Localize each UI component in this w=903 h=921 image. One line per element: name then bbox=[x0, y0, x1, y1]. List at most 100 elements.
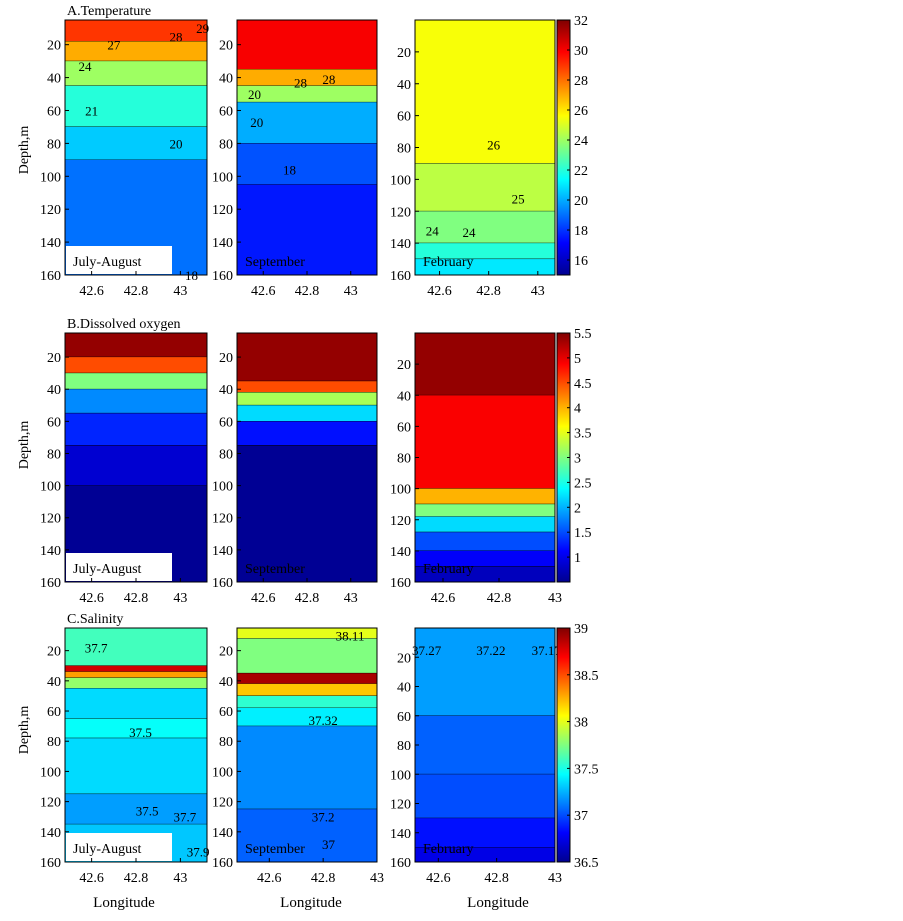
band-dissolved-oxygen-february-0 bbox=[415, 333, 555, 396]
colorbar-dissolved-oxygen: 1 1.5 2 2.5 3 3.5 4 4.5 5 5.5 bbox=[556, 327, 592, 583]
band-dissolved-oxygen-september-5 bbox=[237, 445, 377, 582]
band-salinity-september-7 bbox=[237, 809, 377, 862]
contour-label-temperature-february-3: 24 bbox=[463, 225, 477, 240]
ytick-label-dissolved-oxygen-september-5: 120 bbox=[212, 512, 233, 527]
month-label-salinity-september: September bbox=[245, 842, 305, 857]
xtick-label-temperature-july-august-2: 43 bbox=[173, 284, 187, 299]
contour-label-salinity-july-august-3: 37.7 bbox=[173, 810, 196, 825]
colorbar-salinity: 36.5 37 37.5 38 38.5 39 bbox=[556, 622, 599, 871]
band-salinity-february-1 bbox=[415, 715, 555, 775]
ylabel-temperature: Depth,m bbox=[17, 126, 32, 175]
contour-label-temperature-september-2: 20 bbox=[248, 87, 261, 102]
xtick-label-temperature-february-0: 42.6 bbox=[427, 284, 452, 299]
band-salinity-july-august-1 bbox=[65, 665, 207, 672]
ytick-label-dissolved-oxygen-february-7: 160 bbox=[390, 576, 411, 591]
band-salinity-july-august-4 bbox=[65, 688, 207, 719]
colorbar-label-dissolved-oxygen-6: 4 bbox=[574, 402, 581, 417]
colorbar-label-dissolved-oxygen-0: 1 bbox=[574, 551, 581, 566]
panel-dissolved-oxygen-july-august: July-August 20 40 60 80 100 120 140 160 42.6 42.8 4… bbox=[40, 332, 208, 606]
band-dissolved-oxygen-september-0 bbox=[237, 333, 377, 382]
xtick-label-dissolved-oxygen-july-august-0: 42.6 bbox=[79, 591, 104, 606]
ytick-label-temperature-september-6: 140 bbox=[212, 236, 233, 251]
month-label-temperature-february: February bbox=[423, 255, 474, 270]
band-salinity-september-5 bbox=[237, 708, 377, 727]
band-dissolved-oxygen-july-august-3 bbox=[65, 389, 207, 414]
ytick-label-temperature-july-august-0: 20 bbox=[47, 39, 61, 54]
band-dissolved-oxygen-september-1 bbox=[237, 381, 377, 393]
ytick-label-dissolved-oxygen-july-august-4: 100 bbox=[40, 480, 61, 495]
ytick-label-dissolved-oxygen-february-6: 140 bbox=[390, 545, 411, 560]
ytick-label-salinity-september-7: 160 bbox=[212, 856, 233, 871]
contour-label-temperature-july-august-2: 29 bbox=[196, 21, 209, 36]
panel-temperature-september: 28 28 20 20 18 September 20 40 60 80 100 120 140 160 4… bbox=[212, 19, 378, 299]
band-salinity-july-august-7 bbox=[65, 794, 207, 825]
band-dissolved-oxygen-february-7 bbox=[415, 566, 555, 582]
colorbar-label-salinity-5: 39 bbox=[574, 622, 588, 637]
ytick-label-temperature-september-2: 60 bbox=[219, 104, 233, 119]
xtick-label-salinity-february-0: 42.6 bbox=[426, 871, 451, 886]
month-label-temperature-september: September bbox=[245, 255, 305, 270]
contour-label-temperature-july-august-4: 21 bbox=[85, 103, 98, 118]
contour-label-temperature-february-0: 26 bbox=[487, 137, 501, 152]
band-salinity-september-0 bbox=[237, 628, 377, 639]
ytick-label-dissolved-oxygen-july-august-6: 140 bbox=[40, 544, 61, 559]
ytick-label-temperature-february-0: 20 bbox=[397, 46, 411, 61]
colorbar-label-temperature-1: 18 bbox=[574, 224, 588, 239]
month-label-salinity-july-august: July-August bbox=[73, 842, 142, 857]
band-dissolved-oxygen-july-august-1 bbox=[65, 357, 207, 374]
xtick-label-salinity-september-1: 42.8 bbox=[311, 871, 336, 886]
xlabel-col3: Longitude bbox=[467, 895, 529, 911]
band-temperature-february-0 bbox=[415, 20, 555, 164]
panel-dissolved-oxygen-september: September 20 40 60 80 100 120 140 160 42.6 42.8 43 bbox=[212, 332, 378, 606]
month-box-salinity-july-august bbox=[66, 833, 172, 861]
band-temperature-february-1 bbox=[415, 163, 555, 212]
month-label-dissolved-oxygen-september: September bbox=[245, 562, 305, 577]
ytick-label-dissolved-oxygen-july-august-3: 80 bbox=[47, 447, 61, 462]
ytick-label-temperature-february-2: 60 bbox=[397, 110, 411, 125]
ytick-label-salinity-july-august-6: 140 bbox=[40, 826, 61, 841]
contour-label-temperature-july-august-3: 24 bbox=[78, 59, 92, 74]
xtick-label-temperature-september-1: 42.8 bbox=[295, 284, 320, 299]
ytick-label-dissolved-oxygen-september-2: 60 bbox=[219, 415, 233, 430]
band-temperature-september-5 bbox=[237, 184, 377, 275]
panel-temperature-july-august: 27 28 29 24 21 20 18 July-August 20 40 60 80 100 120 1… bbox=[40, 19, 209, 299]
contour-label-temperature-july-august-6: 18 bbox=[185, 268, 198, 283]
ytick-label-salinity-september-3: 80 bbox=[219, 735, 233, 750]
ytick-label-dissolved-oxygen-september-0: 20 bbox=[219, 351, 233, 366]
band-salinity-september-2 bbox=[237, 673, 377, 684]
ytick-label-temperature-february-1: 40 bbox=[397, 78, 411, 93]
contour-label-temperature-july-august-0: 27 bbox=[107, 38, 121, 53]
contour-label-salinity-july-august-0: 37.7 bbox=[85, 641, 108, 656]
contour-label-salinity-september-1: 37.32 bbox=[309, 713, 338, 728]
band-dissolved-oxygen-february-2 bbox=[415, 488, 555, 505]
ytick-label-salinity-february-4: 100 bbox=[390, 768, 411, 783]
contour-label-temperature-september-4: 18 bbox=[283, 163, 296, 178]
ytick-label-temperature-july-august-4: 100 bbox=[40, 170, 61, 185]
xtick-label-dissolved-oxygen-september-1: 42.8 bbox=[295, 591, 320, 606]
band-salinity-september-3 bbox=[237, 683, 377, 696]
ytick-label-salinity-july-august-1: 40 bbox=[47, 675, 61, 690]
ytick-label-salinity-september-2: 60 bbox=[219, 705, 233, 720]
colorbar-fill-salinity bbox=[556, 627, 571, 863]
xtick-label-dissolved-oxygen-september-2: 43 bbox=[344, 591, 358, 606]
panel-temperature-february: 26 25 24 24 February 20 40 60 80 100 120 140 160 42.6… bbox=[390, 19, 556, 299]
xtick-label-dissolved-oxygen-february-2: 43 bbox=[548, 591, 562, 606]
ytick-label-temperature-july-august-2: 60 bbox=[47, 104, 61, 119]
ytick-label-dissolved-oxygen-july-august-5: 120 bbox=[40, 512, 61, 527]
band-salinity-september-1 bbox=[237, 638, 377, 674]
xtick-label-dissolved-oxygen-february-0: 42.6 bbox=[431, 591, 456, 606]
xtick-label-dissolved-oxygen-july-august-1: 42.8 bbox=[124, 591, 149, 606]
band-temperature-july-august-2 bbox=[65, 61, 207, 86]
band-temperature-february-2 bbox=[415, 211, 555, 244]
ytick-label-salinity-february-7: 160 bbox=[390, 856, 411, 871]
colorbar-label-salinity-4: 38.5 bbox=[574, 669, 599, 684]
ytick-label-temperature-september-5: 120 bbox=[212, 203, 233, 218]
ytick-label-salinity-february-5: 120 bbox=[390, 798, 411, 813]
band-dissolved-oxygen-july-august-4 bbox=[65, 413, 207, 446]
xtick-label-salinity-september-2: 43 bbox=[370, 871, 384, 886]
band-dissolved-oxygen-july-august-5 bbox=[65, 445, 207, 486]
ytick-label-dissolved-oxygen-february-4: 100 bbox=[390, 483, 411, 498]
contour-label-temperature-february-2: 24 bbox=[426, 223, 440, 238]
contour-label-salinity-july-august-2: 37.5 bbox=[136, 804, 159, 819]
